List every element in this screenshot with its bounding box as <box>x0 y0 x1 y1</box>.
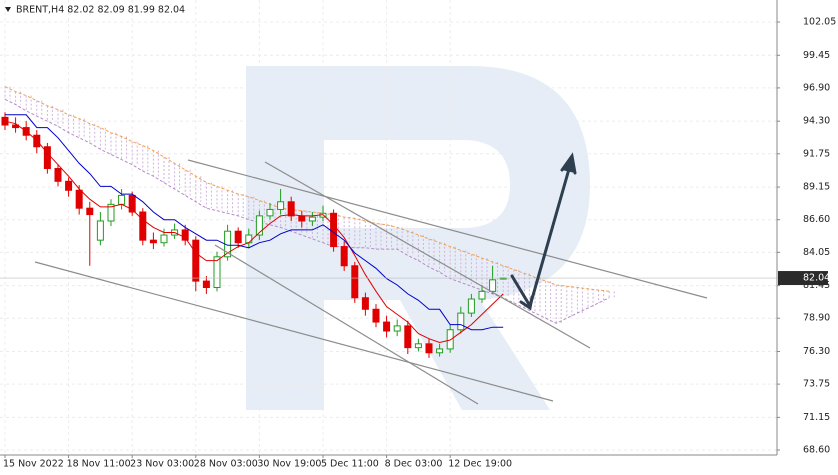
candle-body <box>149 239 157 244</box>
candle-body <box>192 239 200 282</box>
candle-body <box>65 180 73 191</box>
x-tick-label: 8 Dec 03:00 <box>385 459 443 470</box>
candle-body <box>118 194 126 205</box>
chart-title: BRENT,H4 82.02 82.09 81.99 82.04 <box>16 5 185 16</box>
candle-body <box>478 290 486 300</box>
candle-body <box>393 325 401 332</box>
candle-body <box>340 246 348 267</box>
y-tick-label: 89.15 <box>803 182 830 193</box>
candle-body <box>372 308 380 323</box>
x-tick-label: 5 Dec 11:00 <box>321 459 379 470</box>
candle-body <box>107 203 115 222</box>
indicator-line <box>5 114 504 331</box>
arrow-head <box>560 152 577 175</box>
arrow-head <box>519 295 534 311</box>
candle-body <box>266 208 274 217</box>
x-tick-label: 18 Nov 11:00 <box>67 459 131 470</box>
y-tick-label: 71.15 <box>803 412 830 423</box>
candle-body <box>255 215 263 236</box>
y-tick-label: 91.75 <box>803 148 830 159</box>
candle-body <box>330 212 338 248</box>
plot <box>0 0 777 455</box>
candle-body <box>234 230 242 244</box>
y-tick-label: 94.30 <box>803 116 830 127</box>
candle-body <box>308 216 316 222</box>
candle-body <box>446 329 454 350</box>
candle-body <box>351 265 359 299</box>
y-tick-label: 78.90 <box>803 313 830 324</box>
candle-body <box>86 207 94 216</box>
y-tick-label: 73.75 <box>803 379 830 390</box>
menu-triangle <box>5 7 11 12</box>
candle-body <box>96 220 104 241</box>
trend-line <box>214 244 479 405</box>
x-tick-label: 23 Nov 03:00 <box>130 459 194 470</box>
watermark <box>246 66 590 410</box>
y-tick-label: 86.60 <box>803 214 830 225</box>
candle-body <box>202 280 210 289</box>
candle-body <box>489 279 497 292</box>
indicator-line <box>4 120 504 344</box>
forecast-arrow <box>510 152 577 311</box>
candle-body <box>43 146 51 170</box>
candle-body <box>383 321 391 332</box>
trend-line <box>34 261 554 402</box>
candle-body <box>425 343 433 354</box>
candle-body <box>139 211 147 241</box>
last-price-box <box>778 271 828 286</box>
candle-body <box>128 194 136 213</box>
x-tick-label: 30 Nov 19:00 <box>257 459 321 470</box>
x-tick-label: 15 Nov 2022 <box>3 459 64 470</box>
candle-body <box>414 343 422 349</box>
candle-body <box>457 312 465 331</box>
y-tick-label: 81.45 <box>803 280 830 291</box>
candle-body <box>467 298 475 314</box>
candle-body <box>277 201 285 210</box>
drawings <box>34 159 708 405</box>
y-tick-label: 96.90 <box>803 82 830 93</box>
candle-body <box>160 234 168 244</box>
candle-body <box>404 325 412 349</box>
candle-body <box>213 256 221 289</box>
candle-body <box>181 229 189 241</box>
candle-body <box>298 215 306 222</box>
y-tick-label: 102.05 <box>803 17 836 28</box>
x-tick-label: 28 Nov 03:00 <box>194 459 258 470</box>
last-price-label: 82.04 <box>803 273 830 284</box>
y-tick-label: 84.05 <box>803 247 830 258</box>
y-tick-label: 99.45 <box>803 50 830 61</box>
watermark-bowl <box>324 66 590 410</box>
y-tick-label: 68.60 <box>803 445 830 456</box>
candle-body <box>436 348 444 354</box>
trend-line <box>187 159 708 299</box>
y-tick-label: 76.30 <box>803 346 830 357</box>
candle-body <box>75 189 83 209</box>
candle-body <box>287 201 295 217</box>
candle-body <box>361 297 369 310</box>
x-tick-label: 12 Dec 19:00 <box>448 459 512 470</box>
candle-body <box>1 116 9 126</box>
candle-body <box>54 168 62 182</box>
candle-body <box>245 234 253 244</box>
trend-line <box>264 161 591 349</box>
